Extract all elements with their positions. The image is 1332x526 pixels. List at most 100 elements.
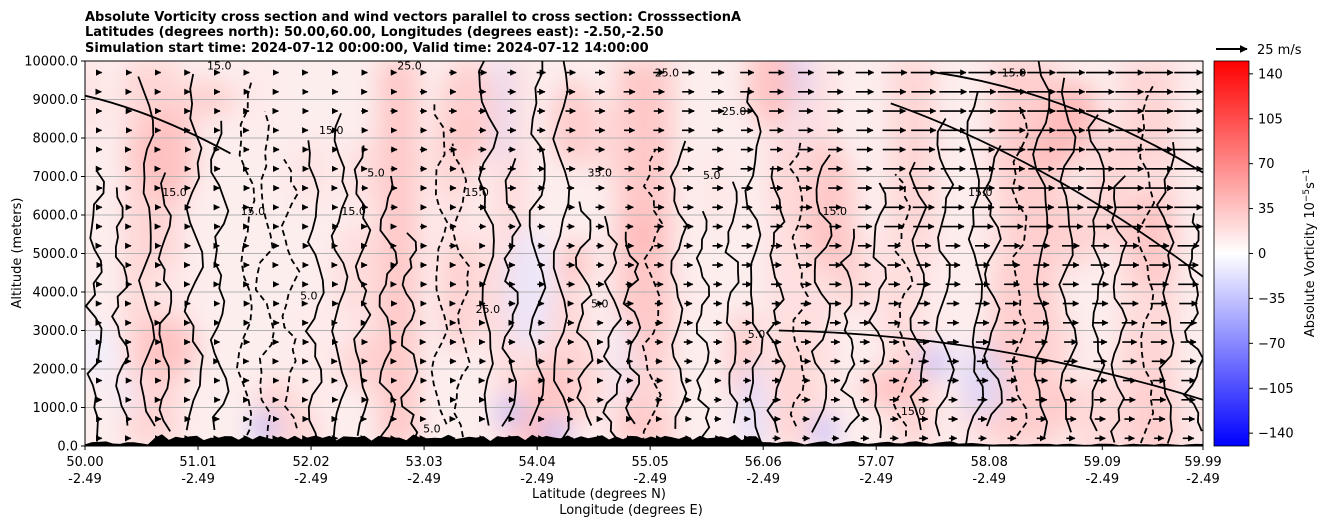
x-tick-label-lat: 59.99 [1184,455,1221,470]
contour-label: 15.0 [1002,66,1027,79]
contour-line [304,140,325,446]
contour-line-negative [254,110,275,441]
y-axis-ticks: 0.0 1000.0 2000.0 3000.0 4000.0 5000.0 6000.0 7… [24,55,85,455]
contour-line [111,187,130,426]
x-tick-label-lat: 56.06 [745,455,782,470]
colorbar-tick-label: −105 [1258,382,1294,397]
field-blob [557,240,592,284]
contour-label: 15.0 [341,205,366,218]
contour-line-negative [1136,82,1156,444]
x-tick-label-lat: 52.02 [292,455,329,470]
contour-label: 5.0 [423,423,441,436]
field-blob [1132,378,1182,446]
field-blob [293,402,320,446]
contour-label: 5.0 [367,167,385,180]
colorbar-label-exp: −5 [1302,189,1312,202]
y-tick-label: 5000.0 [33,247,79,262]
field-blob [1071,378,1124,446]
field-blob [767,134,823,221]
y-axis-label: Altitude (meters) [10,198,25,309]
contour-label: 15.0 [319,124,344,137]
grid-lines [85,61,1203,446]
contour-line [501,158,522,427]
x-tick-label-lon: -2.49 [181,472,215,487]
contour-line [935,71,1203,174]
contour-line [1087,114,1106,432]
contour-line [669,140,688,429]
contour-label: 15.0 [162,186,187,199]
colorbar-tick-label: 140 [1258,67,1283,82]
contour-line [695,210,711,438]
field-blob-negative [250,410,279,443]
colorbar-tick-label: −140 [1258,427,1294,442]
x-tick-label-lon: -2.49 [68,472,102,487]
contour-line [85,94,231,155]
x-tick-label-lon: -2.49 [1186,472,1220,487]
colorbar-tick-label: 105 [1258,112,1283,127]
contour-line [965,91,985,446]
contour-line-negative [430,100,449,425]
x-tick-label-lat: 53.03 [405,455,442,470]
contour-label: 15.0 [823,205,848,218]
contour-line [1058,77,1078,433]
field-blob [1088,127,1146,246]
contour-line-negative [280,158,301,429]
field-blob [85,323,120,381]
colorbar-tick-label: 70 [1258,157,1275,172]
contour-line [400,232,419,442]
quiver-key-label: 25 m/s [1257,43,1302,58]
x-tick-label-lat: 50.00 [66,455,103,470]
colorbar-tick-label: −35 [1258,292,1285,307]
colorbar-gradient [1213,60,1250,447]
field-blob [584,105,633,177]
y-tick-label: 3000.0 [33,324,79,339]
contour-line [528,61,547,427]
colorbar-label-unit-exp: −1 [1302,169,1312,182]
y-tick-label: 7000.0 [33,170,79,185]
terrain-profile [85,434,1203,446]
field-blob [682,278,706,322]
contour-line [85,170,105,442]
field-blob [643,346,678,421]
field-blob [915,266,948,352]
contour-line [778,329,1203,401]
contour-line [1110,175,1128,443]
field-blob [621,209,661,263]
colorbar: 140 105 70 35 0 −35 −70 −105 −140 Absolute Vorti… [1213,60,1318,447]
colorbar-label-main: Absolute Vorticity 10 [1303,202,1318,337]
x-tick-label-lon: -2.49 [294,472,328,487]
contour-line-negative [451,143,471,438]
y-tick-label: 4000.0 [33,286,79,301]
contour-line [137,76,156,427]
contour-line [378,175,398,438]
chart-title-line-3: Simulation start time: 2024-07-12 00:00:… [85,41,649,56]
contour-line [868,182,888,439]
field-blob [860,367,919,409]
x-tick-label-lon: -2.49 [1085,472,1119,487]
x-axis-ticks: 50.00 -2.49 51.01 -2.49 52.02 -2.49 53.03 -2.49… [66,446,1222,487]
contour-label: 5.0 [703,169,721,182]
contour-line [765,166,786,433]
field-blob [241,61,270,142]
contour-label: 15.0 [968,186,993,199]
contour-label: 15.0 [241,205,266,218]
y-tick-label: 0.0 [57,440,78,455]
field-blob [288,302,345,411]
x-tick-label-lat: 51.01 [179,455,216,470]
contour-label: 15.0 [901,405,926,418]
x-tick-label-lon: -2.49 [746,472,780,487]
x-tick-label-lon: -2.49 [972,472,1006,487]
contour-line [477,61,499,426]
colorbar-tick-label: −70 [1258,337,1285,352]
contour-label: 5.0 [591,297,609,310]
contour-line [574,201,594,426]
x-tick-label-lat: 57.07 [858,455,895,470]
quiver-key: 25 m/s [1216,43,1302,58]
contour-label: 25.0 [397,59,422,72]
x-tick-label-lon: -2.49 [859,472,893,487]
x-tick-label-lon: -2.49 [520,472,554,487]
wind-vectors [95,69,1203,442]
contour-line [602,215,623,442]
contour-line [209,120,230,431]
